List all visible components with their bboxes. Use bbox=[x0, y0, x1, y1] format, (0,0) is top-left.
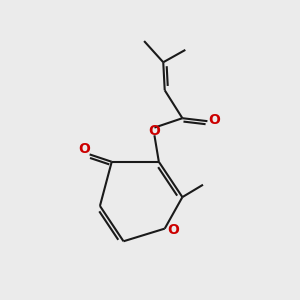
Text: O: O bbox=[148, 124, 160, 138]
Text: O: O bbox=[208, 113, 220, 127]
Text: O: O bbox=[78, 142, 90, 156]
Text: O: O bbox=[168, 223, 179, 237]
